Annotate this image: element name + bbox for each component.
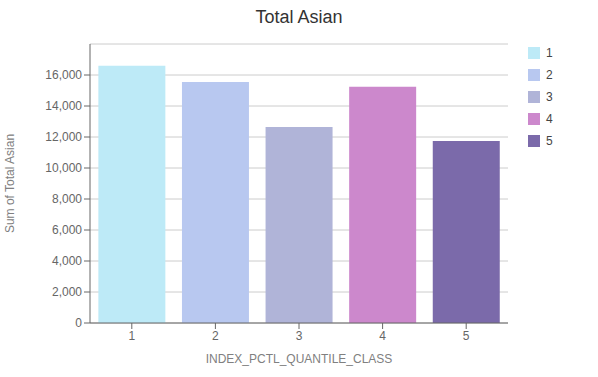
svg-text:6,000: 6,000 <box>52 223 82 237</box>
html-text:Total Asian: Total Asian <box>255 7 343 27</box>
html-text:1: 1 <box>546 46 553 60</box>
svg-text:0: 0 <box>75 316 82 330</box>
html-text:2: 2 <box>546 68 553 82</box>
html-text:5: 5 <box>546 134 553 148</box>
svg-text:8,000: 8,000 <box>52 192 82 206</box>
svg-text:4: 4 <box>379 329 386 343</box>
svg-text:10,000: 10,000 <box>45 161 82 175</box>
svg-text:5: 5 <box>463 329 470 343</box>
svg-text:2: 2 <box>212 329 219 343</box>
svg-text:14,000: 14,000 <box>45 99 82 113</box>
html-text:4: 4 <box>546 112 553 126</box>
svg-text:16,000: 16,000 <box>45 68 82 82</box>
html-text:3: 3 <box>546 90 553 104</box>
svg-text:12,000: 12,000 <box>45 130 82 144</box>
svg-text:Sum of Total Asian: Sum of Total Asian <box>8 134 17 233</box>
svg-text:3: 3 <box>296 329 303 343</box>
svg-text:INDEX_PCTL_QUANTILE_CLASS: INDEX_PCTL_QUANTILE_CLASS <box>206 352 393 366</box>
svg-text:4,000: 4,000 <box>52 254 82 268</box>
svg-text:2,000: 2,000 <box>52 285 82 299</box>
svg-text:1: 1 <box>128 329 135 343</box>
